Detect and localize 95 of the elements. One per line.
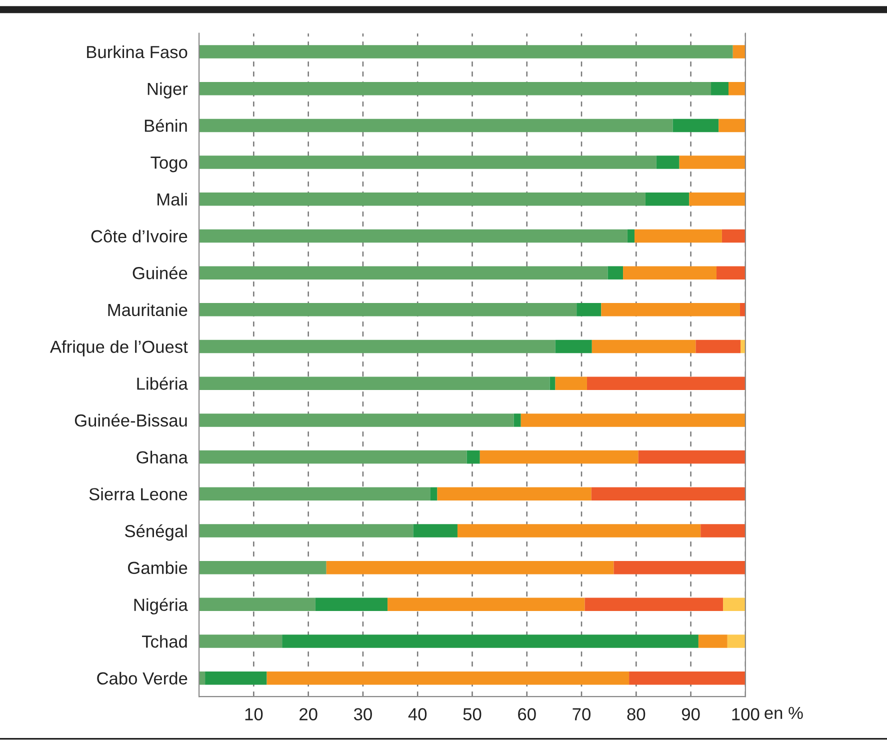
bar (199, 671, 206, 685)
y-tick-label: Burkina Faso (87, 45, 188, 58)
y-tick-label: Mauritanie (108, 303, 188, 316)
y-tick-label: Ghana (136, 450, 188, 464)
bar (413, 524, 458, 538)
bar (199, 524, 414, 538)
bar (608, 266, 624, 280)
bar (592, 340, 696, 354)
y-tick-label: Libéria (137, 376, 188, 390)
bar (199, 192, 646, 206)
bar (437, 487, 592, 501)
bar (550, 376, 556, 390)
bar (576, 303, 602, 316)
y-tick-label: Niger (148, 82, 188, 99)
x-tick-label: 20 (300, 708, 318, 720)
bar (700, 524, 746, 538)
bar (601, 303, 740, 316)
x-tick-label: 80 (627, 708, 646, 720)
bar (727, 634, 746, 648)
bar (514, 414, 521, 427)
bar (388, 598, 585, 612)
bar (266, 671, 630, 685)
bar (326, 560, 614, 574)
bar (629, 671, 746, 685)
y-tick-label: Togo (150, 156, 188, 172)
y-tick-label: Mali (158, 192, 187, 206)
bar (623, 266, 716, 280)
bar (679, 156, 746, 169)
bar (199, 598, 316, 612)
x-tick-label: 90 (682, 708, 700, 720)
x-tick-label: 30 (354, 708, 372, 720)
x-tick-label: 100 (732, 708, 760, 720)
bar (199, 634, 282, 648)
bar (480, 450, 638, 464)
bar (199, 118, 673, 132)
y-tick-label: Sénégal (125, 524, 187, 541)
bar (520, 414, 746, 427)
bar (627, 229, 635, 243)
bar (740, 303, 746, 316)
x-tick-label: 70 (572, 708, 590, 720)
y-tick-label: Guinée-Bissau (74, 414, 187, 427)
x-tick-label: 60 (518, 708, 536, 720)
x-tick-label: 40 (408, 708, 427, 720)
y-tick-label: Guinée (132, 266, 188, 280)
bar (199, 82, 712, 96)
bar (732, 45, 746, 58)
bar (466, 450, 480, 464)
y-tick-label: Sierra Leone (89, 488, 188, 500)
bar (315, 598, 388, 612)
bar (205, 671, 267, 685)
bar (689, 192, 746, 206)
y-tick-label: Tchad (142, 634, 187, 648)
bar (199, 45, 733, 58)
bar (199, 487, 430, 501)
y-tick-label: Bénin (144, 118, 187, 132)
bar (638, 450, 746, 464)
bar (591, 487, 746, 501)
bar (614, 560, 746, 574)
bar (645, 192, 690, 206)
bar (199, 340, 556, 354)
bar (723, 598, 746, 612)
y-tick-label: Nigéria (134, 598, 188, 614)
bar (722, 229, 746, 243)
bar (698, 634, 728, 648)
bar (199, 376, 550, 390)
bar (282, 634, 698, 648)
bar (430, 487, 438, 501)
x-axis-title: en % (764, 706, 803, 720)
bar (457, 524, 701, 538)
bar (199, 156, 656, 169)
bar (634, 229, 722, 243)
bar (740, 340, 746, 354)
bar (718, 118, 746, 132)
y-tick-label: Cabo Verde (97, 672, 188, 685)
x-tick-label: 50 (463, 708, 482, 720)
bar (199, 229, 628, 243)
bar (199, 266, 608, 280)
bar (696, 340, 741, 354)
bar (711, 82, 728, 96)
bar (199, 414, 514, 427)
bar (656, 156, 680, 169)
x-tick-label: 10 (245, 708, 263, 720)
bar (584, 598, 724, 612)
bar (555, 376, 587, 390)
y-tick-label: Côte d’Ivoire (91, 230, 188, 242)
y-tick-label: Gambie (128, 561, 188, 574)
bar (199, 303, 577, 316)
bar (199, 560, 326, 574)
bar (716, 266, 746, 280)
bar (728, 82, 746, 96)
bar (586, 376, 746, 390)
bar (672, 118, 719, 132)
bar (555, 340, 592, 354)
y-tick-label: Afrique de l’Ouest (50, 340, 188, 356)
bar (199, 450, 467, 464)
